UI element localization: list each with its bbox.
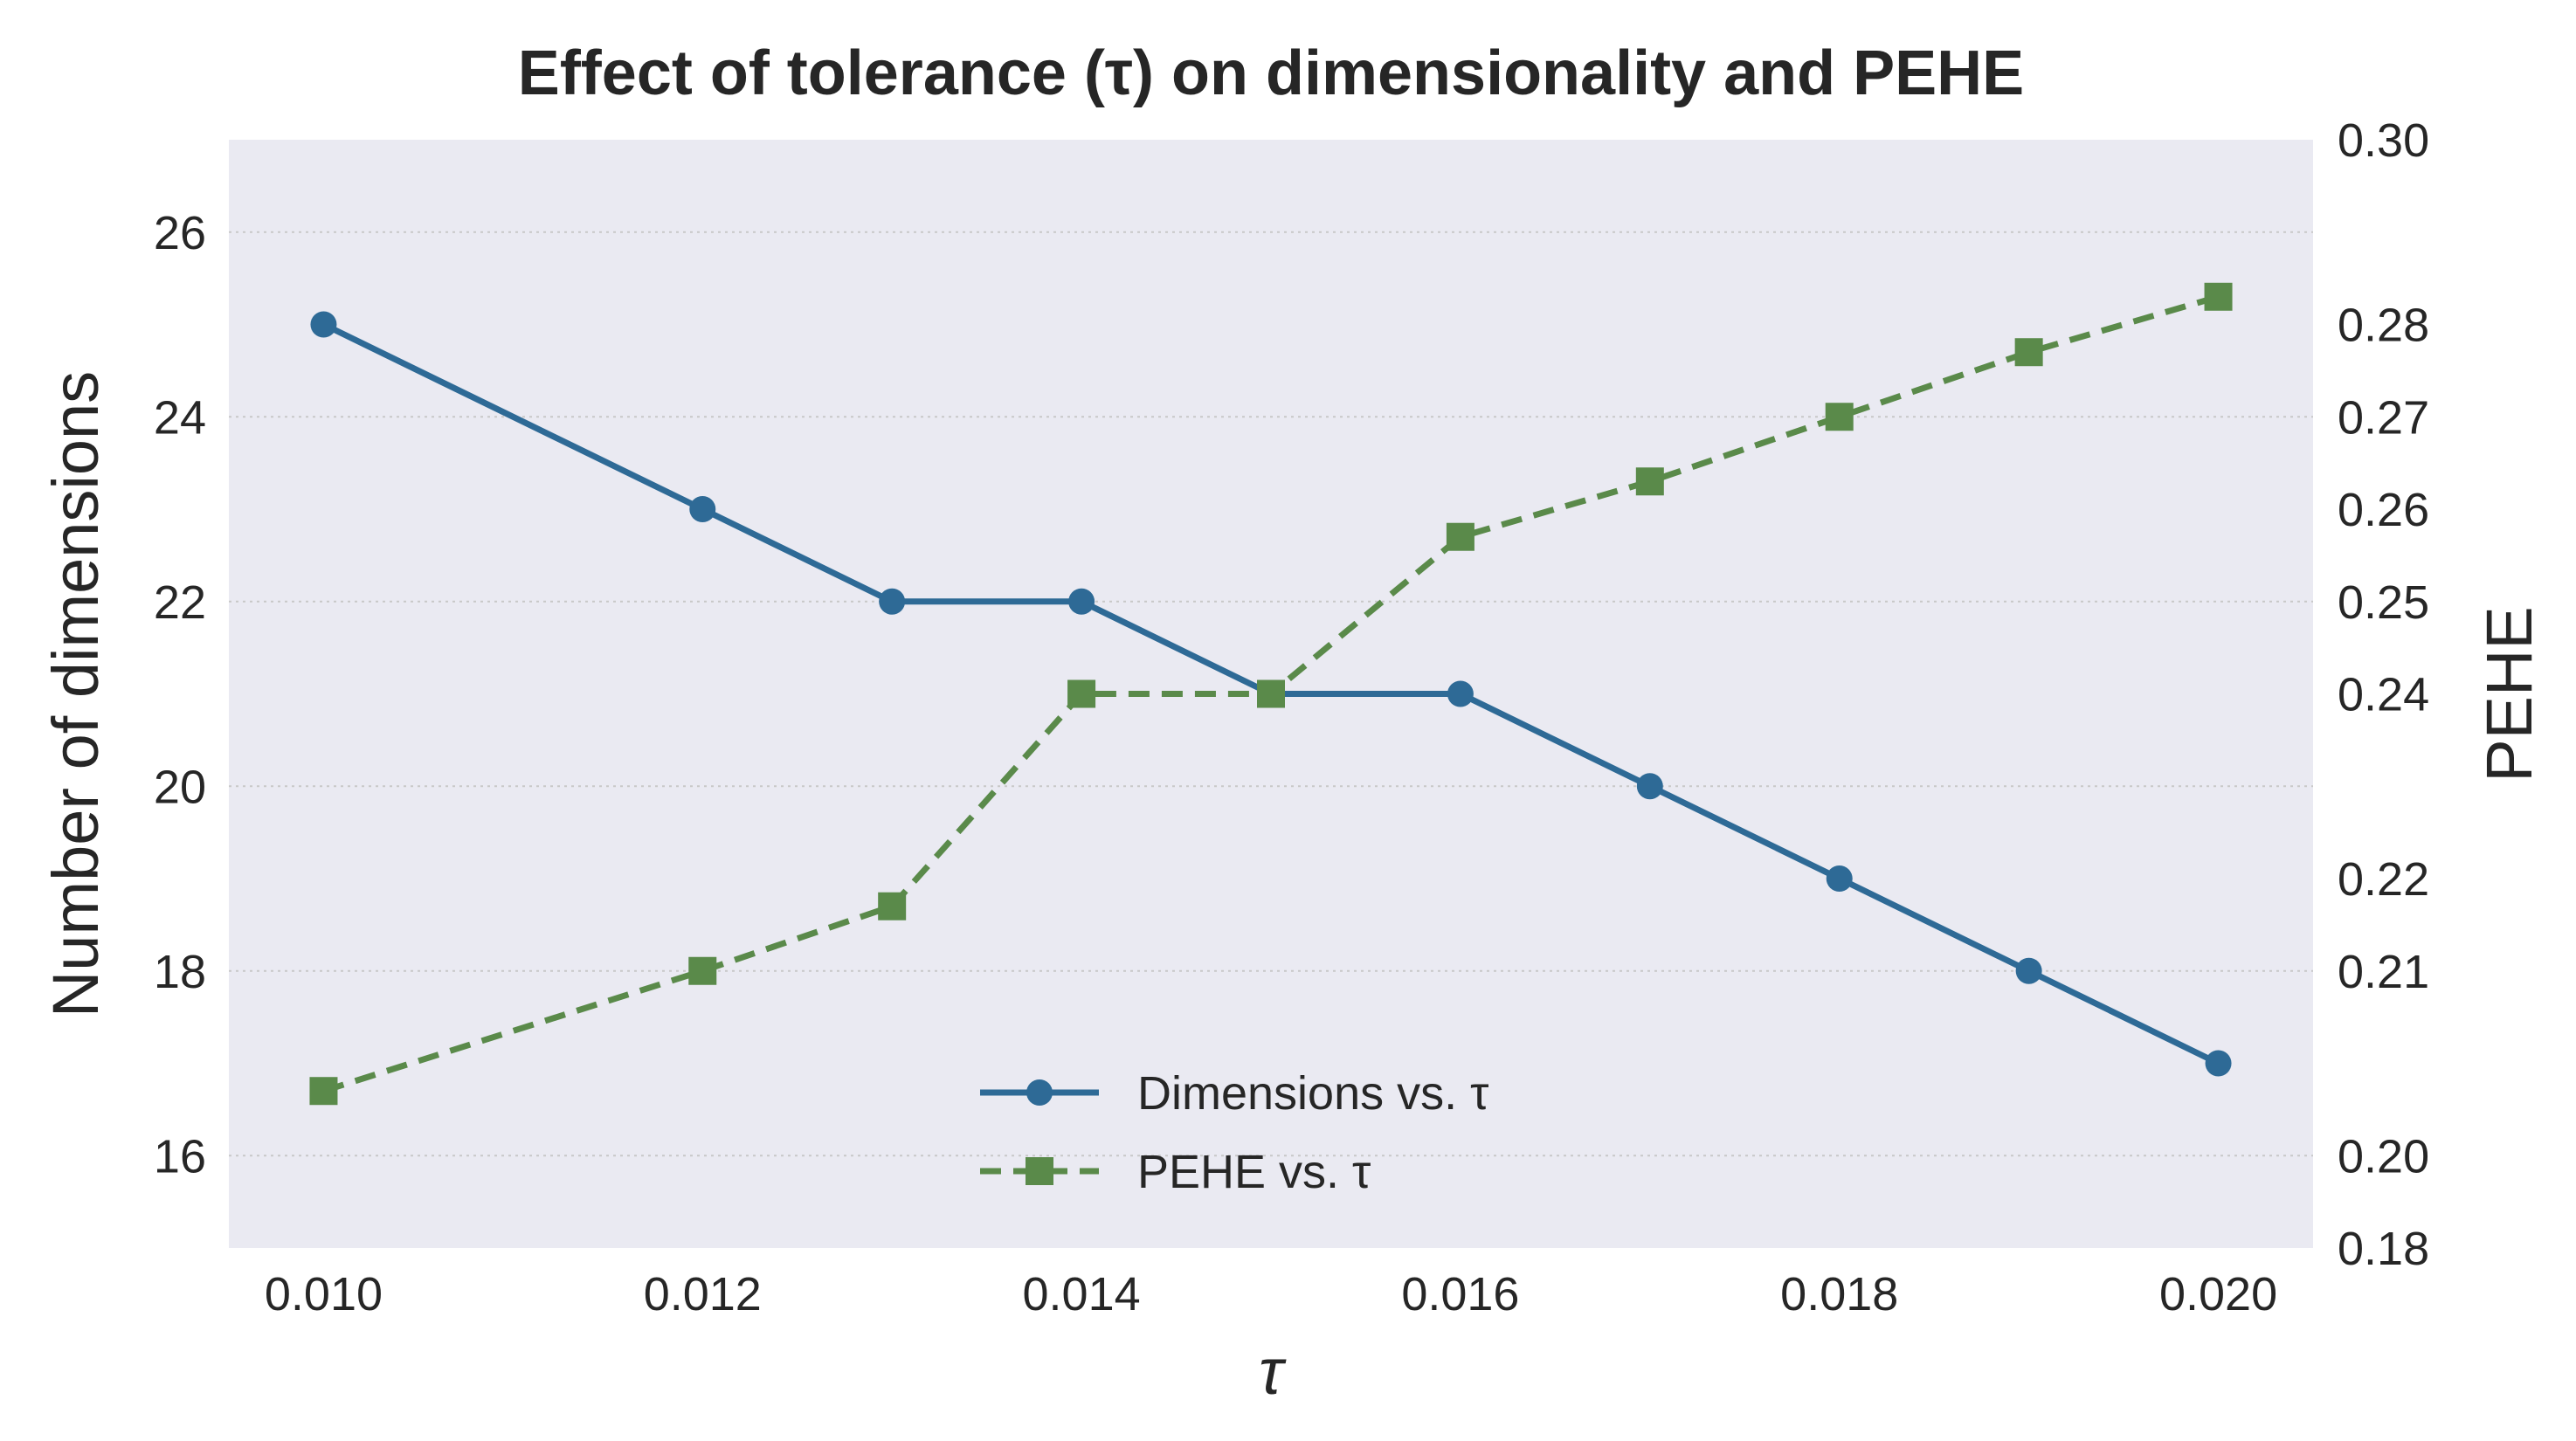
pehe-point [878, 892, 907, 920]
y-axis-left-label: Number of dimensions [39, 371, 112, 1017]
dimensions-point [689, 496, 716, 522]
y-left-tick-label: 20 [154, 761, 206, 813]
x-tick-label: 0.018 [1780, 1268, 1898, 1320]
legend-pehe-label: PEHE vs. τ [1137, 1146, 1371, 1198]
dimensions-point [1826, 865, 1853, 892]
y-axis-right-ticks: 0.18 0.20 0.21 0.22 0.24 0.25 0.26 0.27 0.28 0.30 [2338, 114, 2429, 1275]
chart-title: Effect of tolerance (τ) on dimensionalit… [518, 38, 2024, 108]
y-right-tick-label: 0.27 [2338, 391, 2429, 444]
x-tick-label: 0.016 [1401, 1268, 1519, 1320]
y-axis-right-label: PEHE [2473, 606, 2545, 783]
y-right-tick-label: 0.28 [2338, 300, 2429, 352]
x-tick-label: 0.020 [2159, 1268, 2277, 1320]
pehe-point [2204, 282, 2233, 311]
y-right-tick-label: 0.20 [2338, 1130, 2429, 1182]
pehe-point [1257, 679, 1285, 708]
pehe-point [688, 956, 717, 985]
y-left-tick-label: 26 [154, 207, 206, 259]
y-left-tick-label: 16 [154, 1130, 206, 1182]
y-left-tick-label: 22 [154, 576, 206, 629]
dimensions-series-line [321, 321, 2220, 1066]
y-right-tick-label: 0.22 [2338, 853, 2429, 906]
dimensions-point [1447, 680, 1474, 707]
x-axis-ticks: 0.010 0.012 0.014 0.016 0.018 0.020 [265, 1268, 2277, 1320]
pehe-point [2014, 338, 2043, 367]
y-right-tick-label: 0.30 [2338, 114, 2429, 167]
pehe-point [1825, 403, 1854, 431]
x-axis-label: τ [1259, 1335, 1287, 1408]
x-tick-label: 0.012 [644, 1268, 762, 1320]
series-layer [309, 282, 2233, 1106]
y-right-tick-label: 0.21 [2338, 946, 2429, 998]
y-left-tick-label: 18 [154, 946, 206, 998]
dimensions-point [2015, 957, 2042, 984]
grid-lines [229, 231, 2313, 1157]
legend-dimensions-label: Dimensions vs. τ [1137, 1067, 1488, 1120]
y-left-tick-label: 24 [154, 391, 206, 444]
pehe-point [1446, 522, 1474, 551]
dimensions-point [1068, 588, 1095, 615]
pehe-point [1067, 679, 1096, 708]
dimensions-point [2205, 1050, 2232, 1077]
y-right-tick-label: 0.25 [2338, 576, 2429, 629]
y-right-tick-label: 0.18 [2338, 1223, 2429, 1275]
x-tick-label: 0.014 [1023, 1268, 1141, 1320]
pehe-point [309, 1077, 338, 1106]
dimensions-point [879, 588, 906, 615]
dimensions-point [1636, 773, 1663, 800]
legend: Dimensions vs. τ PEHE vs. τ [980, 1067, 1488, 1198]
x-tick-label: 0.010 [265, 1268, 383, 1320]
pehe-point [1635, 467, 1664, 496]
y-right-tick-label: 0.26 [2338, 484, 2429, 536]
y-right-tick-label: 0.24 [2338, 669, 2429, 721]
y-axis-left-ticks: 16 18 20 22 24 26 [154, 207, 206, 1183]
dimensions-point [310, 311, 337, 338]
legend-dimensions-marker [1026, 1079, 1053, 1106]
legend-pehe-marker [1026, 1157, 1053, 1185]
